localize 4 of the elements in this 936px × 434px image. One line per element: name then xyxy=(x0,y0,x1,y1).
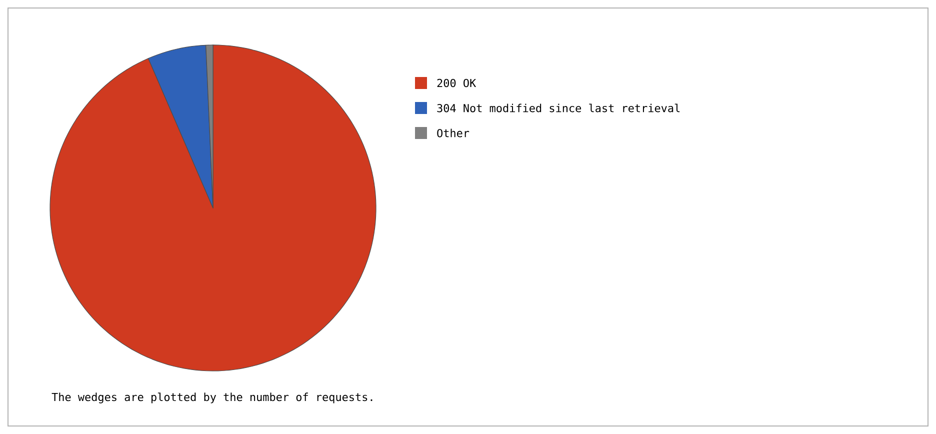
legend-label: 200 OK xyxy=(437,78,476,88)
text: The wedges are plotted by the number of requests. xyxy=(52,392,372,404)
legend-label: Other xyxy=(437,128,470,138)
legend-label: 304 Not modified since last retrieval xyxy=(437,104,680,112)
